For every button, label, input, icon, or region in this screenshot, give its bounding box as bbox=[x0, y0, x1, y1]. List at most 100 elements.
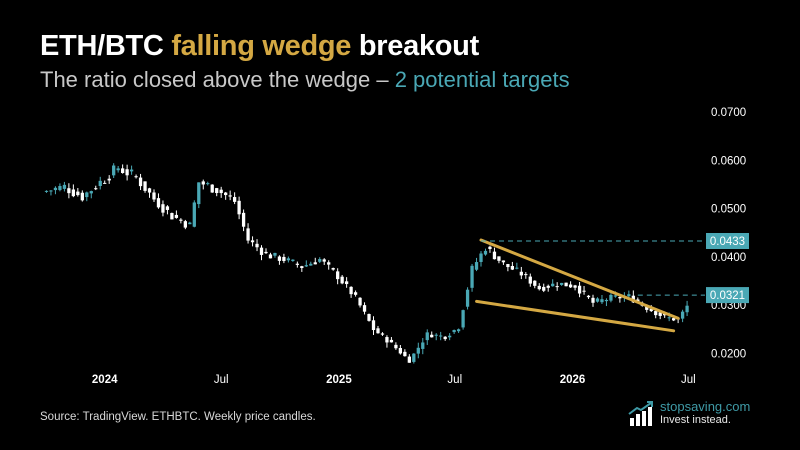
candle-body bbox=[425, 332, 429, 341]
candle-body bbox=[80, 192, 84, 201]
candle-body bbox=[649, 308, 653, 312]
candle-body bbox=[340, 276, 344, 284]
candle-body bbox=[336, 271, 340, 280]
candle-body bbox=[600, 299, 604, 303]
candle-body bbox=[250, 240, 255, 243]
bar-chart-arrow-icon bbox=[628, 401, 653, 426]
candle-body bbox=[273, 252, 277, 256]
candle-body bbox=[241, 212, 246, 227]
candle-body bbox=[313, 262, 317, 265]
candle-body bbox=[53, 187, 58, 191]
candle-body bbox=[152, 192, 156, 200]
candle-body bbox=[71, 189, 75, 197]
y-tick-label: 0.0300 bbox=[711, 300, 746, 312]
candle-body bbox=[398, 348, 403, 354]
candle-body bbox=[94, 188, 98, 190]
candle-body bbox=[174, 214, 179, 218]
candle-body bbox=[573, 285, 577, 288]
candle-body bbox=[165, 206, 170, 210]
candle-body bbox=[44, 190, 49, 192]
candle-body bbox=[170, 213, 174, 220]
candle-body bbox=[501, 260, 506, 263]
candle-body bbox=[394, 344, 398, 349]
candle-body bbox=[537, 285, 541, 290]
y-tick-label: 0.0200 bbox=[711, 349, 746, 361]
brand-tagline: Invest instead. bbox=[660, 414, 731, 426]
title-accent: falling wedge bbox=[171, 30, 352, 62]
target-label: 0.0433 bbox=[710, 236, 745, 248]
y-tick-label: 0.0400 bbox=[711, 252, 746, 264]
candle-body bbox=[156, 198, 161, 208]
candle-body bbox=[259, 247, 264, 255]
candle-body bbox=[362, 305, 367, 312]
candle-body bbox=[188, 222, 192, 225]
candle-body bbox=[407, 356, 411, 363]
candle-body bbox=[568, 284, 573, 288]
candle-body bbox=[488, 246, 492, 250]
candle-body bbox=[183, 221, 187, 228]
candle-body bbox=[465, 289, 470, 307]
wedge-lower-line bbox=[475, 299, 676, 333]
candle-body bbox=[215, 188, 219, 194]
candle-body bbox=[197, 182, 201, 205]
candle-body bbox=[667, 317, 671, 319]
candle-body bbox=[120, 168, 125, 173]
candle-body bbox=[416, 347, 420, 354]
candle-body bbox=[510, 266, 515, 270]
candle-body bbox=[327, 262, 331, 265]
x-tick-label: Jul bbox=[447, 374, 462, 386]
candle-body bbox=[461, 310, 465, 328]
candle-body bbox=[264, 251, 268, 254]
candle-body bbox=[564, 282, 568, 287]
candle-body bbox=[474, 262, 479, 270]
candle-body bbox=[546, 285, 550, 288]
candle-body bbox=[89, 191, 93, 194]
candle-body bbox=[524, 274, 528, 276]
chart-title: ETH/BTC falling wedge breakout bbox=[40, 30, 479, 63]
candle-body bbox=[595, 298, 600, 302]
candle-body bbox=[206, 183, 210, 185]
candle-body bbox=[586, 295, 591, 298]
subtitle-part1: The ratio closed above the wedge – bbox=[40, 67, 395, 92]
candle-body bbox=[49, 190, 53, 192]
target-label-box bbox=[706, 233, 749, 250]
candle-body bbox=[430, 334, 434, 338]
candle-body bbox=[309, 263, 313, 266]
candle-body bbox=[282, 256, 286, 262]
candle-body bbox=[228, 195, 232, 197]
candle-body bbox=[304, 265, 308, 267]
candle-body bbox=[658, 312, 662, 316]
candle-body bbox=[358, 297, 362, 306]
candle-body bbox=[371, 320, 376, 331]
candle-body bbox=[85, 192, 89, 198]
candle-body bbox=[551, 283, 555, 287]
candle-body bbox=[232, 197, 237, 202]
x-tick-label: Jul bbox=[214, 374, 229, 386]
title-part2: breakout bbox=[351, 30, 479, 62]
candle-body bbox=[286, 258, 291, 261]
candle-body bbox=[138, 177, 143, 187]
x-tick-label: 2024 bbox=[92, 374, 118, 386]
candle-body bbox=[129, 169, 134, 172]
candle-body bbox=[672, 318, 676, 321]
candle-body bbox=[533, 280, 537, 286]
candle-body bbox=[219, 189, 223, 194]
candle-body bbox=[618, 297, 622, 299]
candle-body bbox=[389, 339, 394, 343]
candle-body bbox=[685, 305, 689, 313]
candle-body bbox=[412, 353, 416, 362]
candle-body bbox=[376, 328, 380, 334]
candle-body bbox=[609, 294, 613, 301]
candle-body bbox=[380, 333, 385, 335]
candle-body bbox=[300, 266, 304, 268]
candle-body bbox=[515, 267, 519, 269]
candle-body bbox=[385, 337, 389, 343]
y-tick-label: 0.0700 bbox=[711, 107, 746, 119]
candle-body bbox=[403, 351, 407, 357]
candle-body bbox=[591, 297, 595, 303]
candle-body bbox=[483, 250, 488, 255]
candle-body bbox=[112, 165, 116, 176]
candle-body bbox=[147, 188, 152, 193]
candle-body bbox=[555, 286, 559, 288]
candle-body bbox=[452, 330, 456, 333]
